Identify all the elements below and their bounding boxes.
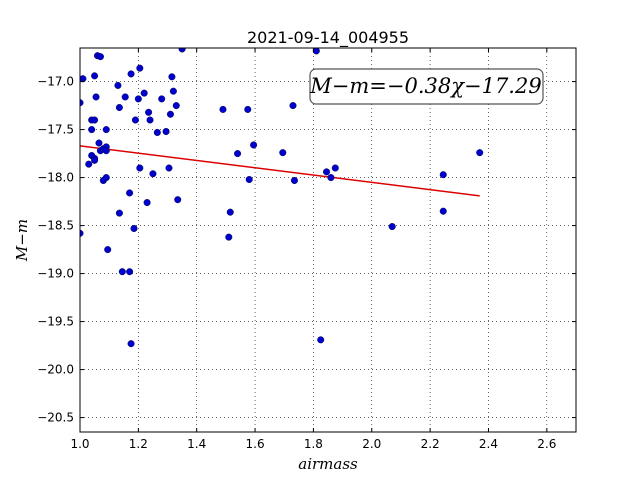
data-point <box>104 246 112 254</box>
data-point <box>136 64 144 72</box>
data-point <box>91 156 99 164</box>
data-point <box>95 139 103 147</box>
fit-equation: M−m=−0.38χ−17.29 <box>309 74 541 98</box>
data-point <box>80 99 84 107</box>
data-point <box>279 149 287 157</box>
annotation-box: M−m=−0.38χ−17.29 <box>309 68 544 105</box>
data-point <box>331 164 339 172</box>
data-point <box>289 102 297 110</box>
data-point <box>143 199 151 207</box>
data-point <box>80 229 84 237</box>
data-point <box>226 208 234 216</box>
data-point <box>327 174 335 182</box>
data-point <box>317 336 325 344</box>
data-point <box>145 108 153 116</box>
x-tick-label: 2.0 <box>362 437 381 451</box>
data-point <box>131 116 139 124</box>
data-point <box>88 126 96 134</box>
data-point <box>166 110 174 118</box>
data-point <box>126 189 134 197</box>
data-point <box>130 224 138 232</box>
data-point <box>85 160 93 168</box>
data-point <box>245 176 253 184</box>
data-point <box>162 128 170 136</box>
data-point <box>169 87 177 95</box>
data-point <box>126 268 134 276</box>
data-point <box>91 116 99 124</box>
data-point <box>127 340 135 348</box>
x-tick-label: 1.6 <box>246 437 265 451</box>
x-tick-label: 2.2 <box>421 437 440 451</box>
y-tick-label: −17.0 <box>37 75 74 89</box>
y-tick-label: −17.5 <box>37 123 74 137</box>
x-tick-label: 1.2 <box>129 437 148 451</box>
data-point <box>80 75 87 83</box>
data-point <box>146 116 154 124</box>
data-point <box>121 93 129 101</box>
x-tick-label: 1.4 <box>187 437 206 451</box>
points-layer <box>80 48 484 348</box>
data-point <box>290 176 298 184</box>
x-tick-label: 2.4 <box>479 437 498 451</box>
data-point <box>178 48 186 53</box>
data-point <box>115 104 123 112</box>
y-tick-label: −19.0 <box>37 267 74 281</box>
data-point <box>476 149 484 157</box>
data-point <box>168 73 176 81</box>
fit-layer <box>80 145 480 197</box>
data-point <box>149 170 157 178</box>
data-point <box>439 207 447 215</box>
data-point <box>225 233 233 241</box>
data-point <box>114 81 122 89</box>
y-tick-label: −20.5 <box>37 411 74 425</box>
fit-line <box>80 145 480 197</box>
data-point <box>102 174 110 182</box>
plot-frame <box>79 47 577 433</box>
axis-ticks: 1.0 1.2 1.4 1.6 1.8 2.0 2.2 2.4 2.6 −17.0 −17.5 −18… <box>37 48 576 451</box>
data-point <box>439 171 447 179</box>
data-point <box>92 93 100 101</box>
data-point <box>250 141 258 149</box>
data-point <box>234 150 242 158</box>
x-tick-label: 1.8 <box>304 437 323 451</box>
y-tick-label: −19.5 <box>37 315 74 329</box>
y-tick-label: −18.0 <box>37 171 74 185</box>
data-point <box>172 102 180 110</box>
chart-title: 2021-09-14_004955 <box>247 28 409 48</box>
data-point <box>91 72 99 80</box>
data-point <box>118 268 126 276</box>
data-point <box>312 48 320 55</box>
data-point <box>115 209 123 217</box>
data-point <box>136 164 144 172</box>
data-point <box>102 126 110 134</box>
annotation-frame <box>309 68 544 105</box>
data-point <box>134 95 142 103</box>
data-point <box>158 95 166 103</box>
data-point <box>165 164 173 172</box>
data-point <box>140 89 148 97</box>
data-point <box>96 53 104 61</box>
data-point <box>388 223 396 231</box>
x-axis-label: airmass <box>298 455 358 473</box>
data-point <box>127 70 135 78</box>
data-point <box>174 196 182 204</box>
x-tick-label: 1.0 <box>70 437 89 451</box>
y-tick-label: −20.0 <box>37 363 74 377</box>
y-axis-label: M−m <box>13 219 31 262</box>
data-point <box>153 128 161 136</box>
data-point <box>244 105 252 113</box>
x-tick-label: 2.6 <box>537 437 556 451</box>
y-tick-label: −18.5 <box>37 219 74 233</box>
data-point <box>219 105 227 113</box>
data-point <box>102 147 110 155</box>
data-point <box>323 168 331 176</box>
